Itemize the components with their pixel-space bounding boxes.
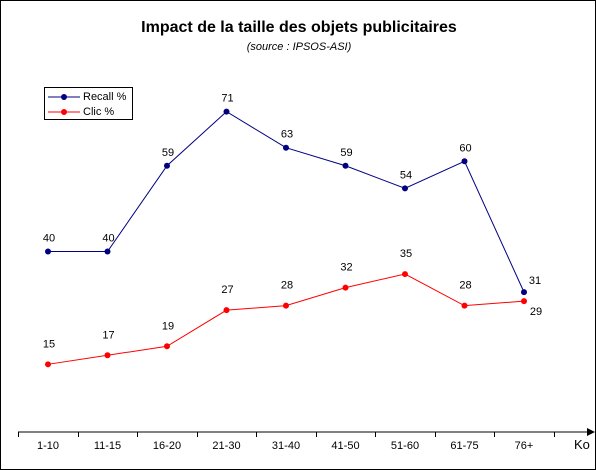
data-point bbox=[461, 302, 468, 309]
data-label: 40 bbox=[102, 233, 114, 245]
data-point bbox=[342, 162, 349, 169]
chart-subtitle: (source : IPSOS-ASI) bbox=[246, 41, 352, 53]
legend-label-clic: Clic % bbox=[83, 106, 115, 118]
x-tick-label: 21-30 bbox=[212, 440, 240, 452]
data-label: 40 bbox=[43, 233, 55, 245]
data-label: 29 bbox=[530, 306, 542, 318]
legend-item-recall: Recall % bbox=[47, 90, 133, 104]
data-point bbox=[342, 284, 349, 291]
x-axis-label: Ko bbox=[574, 437, 590, 452]
x-tick-label: 51-60 bbox=[391, 440, 419, 452]
data-label: 60 bbox=[459, 142, 471, 154]
data-label: 31 bbox=[529, 275, 541, 287]
data-label: 15 bbox=[43, 338, 55, 350]
data-label: 28 bbox=[459, 280, 471, 292]
data-point bbox=[223, 307, 230, 314]
data-label: 63 bbox=[281, 129, 293, 141]
data-point bbox=[104, 352, 111, 359]
data-point bbox=[521, 289, 527, 296]
data-point bbox=[461, 158, 468, 165]
data-label: 28 bbox=[281, 280, 293, 292]
x-tick-label: 31-40 bbox=[272, 440, 300, 452]
x-tick-label: 1-10 bbox=[37, 440, 59, 452]
legend-label-recall: Recall % bbox=[83, 91, 127, 103]
data-label: 59 bbox=[162, 147, 174, 159]
data-label: 71 bbox=[221, 93, 233, 105]
data-point bbox=[521, 298, 527, 305]
data-point bbox=[164, 343, 170, 350]
legend-swatch-recall bbox=[48, 94, 80, 100]
data-point bbox=[283, 144, 289, 151]
x-tick-label: 61-75 bbox=[450, 440, 478, 452]
data-label: 19 bbox=[162, 320, 174, 332]
data-point bbox=[402, 271, 408, 278]
data-label: 17 bbox=[102, 329, 114, 341]
data-label: 27 bbox=[221, 284, 233, 296]
legend-swatch-clic bbox=[48, 109, 80, 115]
data-point bbox=[402, 185, 408, 192]
data-label: 32 bbox=[340, 262, 352, 274]
x-tick-label: 11-15 bbox=[94, 440, 121, 452]
chart-title: Impact de la taille des objets publicita… bbox=[141, 19, 457, 36]
data-point bbox=[164, 162, 170, 169]
data-point bbox=[223, 108, 230, 115]
x-tick-label: 16-20 bbox=[153, 440, 181, 452]
data-point bbox=[45, 248, 51, 255]
data-point bbox=[283, 302, 289, 309]
data-label: 54 bbox=[400, 169, 412, 181]
legend: Recall % Clic % bbox=[44, 87, 133, 120]
data-point bbox=[45, 361, 51, 368]
x-tick-label: 76+ bbox=[515, 440, 534, 452]
x-axis-arrow-icon bbox=[587, 428, 595, 436]
x-tick-label: 41-50 bbox=[331, 440, 359, 452]
data-label: 35 bbox=[400, 248, 412, 260]
legend-item-clic: Clic % bbox=[47, 105, 133, 119]
data-point bbox=[104, 248, 111, 255]
data-label: 59 bbox=[340, 147, 352, 159]
